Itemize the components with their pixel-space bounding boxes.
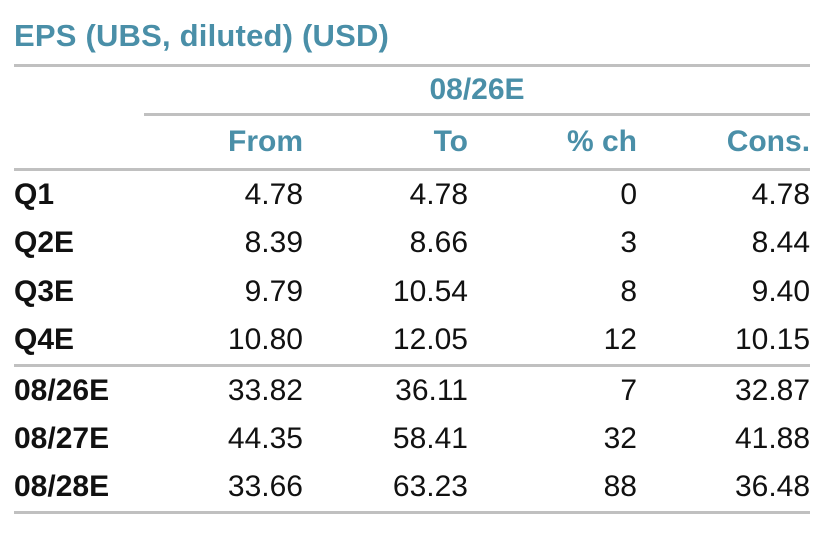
cell-cons: 32.87: [734, 373, 811, 407]
cell-to: 36.11: [395, 373, 468, 407]
cell-pct-ch: 8: [620, 275, 637, 309]
row-label: Q3E: [14, 275, 75, 309]
document-page: EPS (UBS, diluted) (USD) 08/26E From To …: [14, 18, 811, 515]
table-row: Q4E 10.80 12.05 12 10.15: [14, 316, 811, 368]
cell-to: 10.54: [392, 275, 468, 309]
cell-cons: 36.48: [637, 463, 811, 515]
cell-from: 33.66: [144, 463, 303, 515]
cell-to: 63.23: [303, 463, 468, 515]
period-header-spacer: [14, 67, 144, 115]
row-label: 08/27E: [14, 422, 110, 456]
column-header-pct-ch: % ch: [468, 114, 637, 172]
column-header-from: From: [144, 114, 303, 172]
row-label: Q1: [14, 177, 55, 211]
table-row: Q3E 9.79 10.54 8 9.40: [14, 268, 810, 317]
column-header-spacer: [14, 114, 144, 172]
table-row: 08/26E 33.82 36.11 7 32.87: [14, 366, 810, 415]
cell-cons: 41.88: [734, 422, 811, 456]
eps-estimates-table: 08/26E From To % ch Cons. Q1 4.78 4.78 0 4.7…: [14, 66, 811, 515]
row-label: 08/28E: [14, 463, 144, 515]
cell-to: 12.05: [303, 316, 468, 368]
column-header-cons: Cons.: [637, 114, 811, 172]
cell-to: 8.66: [409, 226, 468, 260]
row-label: 08/26E: [14, 373, 110, 407]
cell-cons: 10.15: [637, 316, 811, 368]
table-row: 08/27E 44.35 58.41 32 41.88: [14, 415, 810, 464]
cell-to: 58.41: [392, 422, 468, 456]
title-divider: [14, 63, 810, 67]
cell-pct-ch: 88: [468, 463, 637, 515]
column-header-to: To: [303, 114, 468, 172]
column-header-row: From To % ch Cons.: [14, 114, 811, 172]
page-title: EPS (UBS, diluted) (USD): [14, 18, 390, 53]
cell-from: 10.80: [144, 316, 303, 368]
table-body: Q1 4.78 4.78 0 4.78 Q2E 8.39 8.66 3 8.44 Q3E 9.79 10…: [14, 170, 811, 515]
cell-from: 33.82: [227, 373, 303, 407]
cell-cons: 9.40: [751, 275, 811, 309]
table-row: Q1 4.78 4.78 0 4.78: [14, 170, 810, 219]
period-header: 08/26E: [144, 66, 811, 117]
cell-from: 8.39: [244, 226, 303, 260]
cell-cons: 8.44: [751, 226, 811, 260]
cell-pct-ch: 0: [620, 177, 637, 211]
cell-pct-ch: 3: [620, 226, 637, 260]
table-row: 08/28E 33.66 63.23 88 36.48: [14, 463, 811, 515]
period-header-row: 08/26E: [14, 66, 811, 117]
cell-pct-ch: 32: [603, 422, 637, 456]
cell-from: 44.35: [227, 422, 303, 456]
cell-cons: 4.78: [751, 177, 811, 211]
cell-from: 9.79: [244, 275, 303, 309]
cell-to: 4.78: [409, 177, 468, 211]
row-label: Q4E: [14, 316, 144, 368]
table-row: Q2E 8.39 8.66 3 8.44: [14, 219, 810, 268]
cell-pct-ch: 12: [468, 316, 637, 368]
cell-from: 4.78: [244, 177, 303, 211]
row-label: Q2E: [14, 226, 75, 260]
cell-pct-ch: 7: [620, 373, 637, 407]
